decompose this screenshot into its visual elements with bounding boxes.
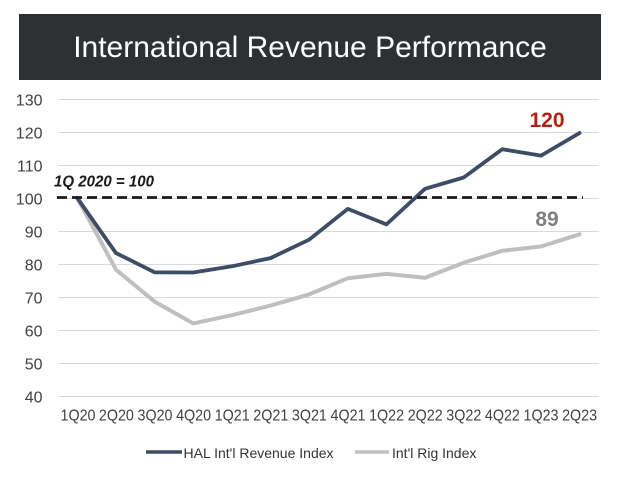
svg-text:2Q20: 2Q20 [99,408,134,425]
svg-text:110: 110 [17,159,43,176]
svg-text:70: 70 [25,291,43,308]
svg-text:130: 130 [16,93,43,110]
svg-text:2Q21: 2Q21 [253,408,288,425]
svg-text:2Q22: 2Q22 [408,408,443,425]
svg-text:HAL Int'l Revenue Index: HAL Int'l Revenue Index [184,445,334,461]
svg-text:4Q21: 4Q21 [331,408,366,425]
svg-text:1Q23: 1Q23 [524,408,559,425]
svg-text:Int'l Rig Index: Int'l Rig Index [392,445,476,461]
svg-text:40: 40 [25,390,43,407]
svg-text:89: 89 [535,208,558,231]
svg-text:1Q21: 1Q21 [215,408,250,425]
svg-text:4Q22: 4Q22 [485,408,520,425]
svg-text:3Q20: 3Q20 [138,408,173,425]
svg-text:90: 90 [25,225,43,242]
svg-text:120: 120 [16,126,43,143]
svg-text:1Q22: 1Q22 [369,408,404,425]
svg-text:1Q20: 1Q20 [61,408,96,425]
svg-text:2Q23: 2Q23 [562,408,597,425]
svg-text:50: 50 [25,357,43,374]
svg-text:3Q22: 3Q22 [446,408,481,425]
svg-text:1Q 2020 = 100: 1Q 2020 = 100 [54,174,154,191]
svg-text:120: 120 [529,109,564,132]
svg-text:100: 100 [16,192,43,209]
svg-text:60: 60 [25,324,43,341]
svg-text:80: 80 [25,258,43,275]
svg-text:4Q20: 4Q20 [176,408,211,425]
svg-text:3Q21: 3Q21 [292,408,327,425]
